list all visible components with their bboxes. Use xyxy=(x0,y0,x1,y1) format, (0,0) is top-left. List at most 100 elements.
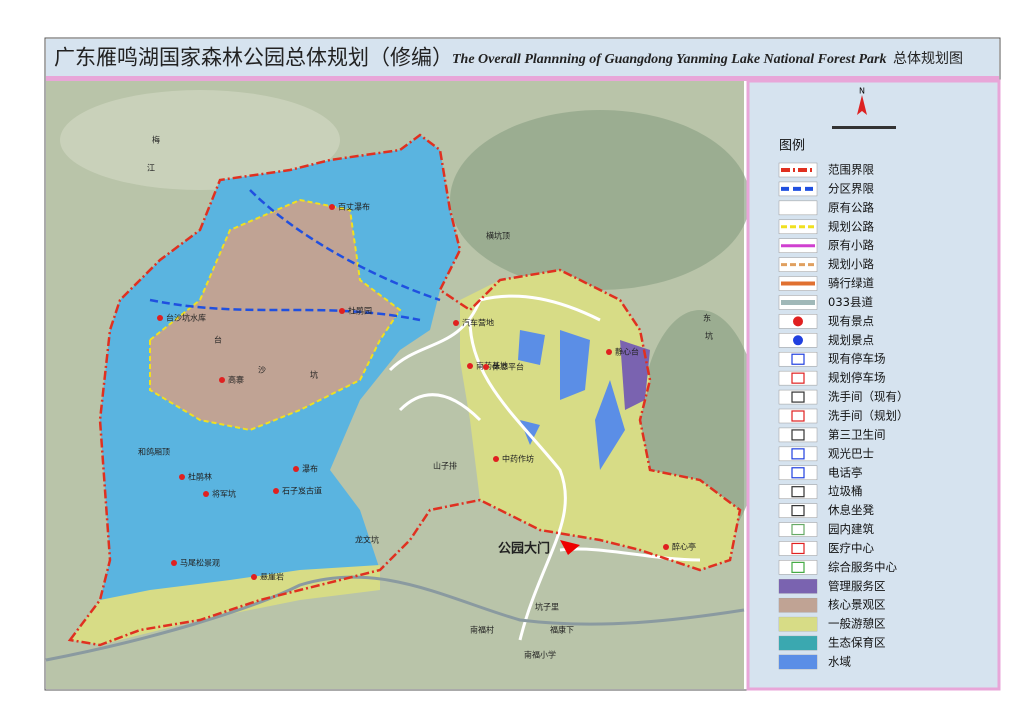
map-poi xyxy=(453,320,459,326)
map-poi xyxy=(179,474,185,480)
map-label: 杜鹃园 xyxy=(348,306,372,316)
legend-icon xyxy=(791,372,805,384)
legend-dot xyxy=(793,316,803,327)
legend-icon xyxy=(791,353,805,365)
map-label: 静心台 xyxy=(615,347,639,357)
map-label: 杜鹃林 xyxy=(188,472,212,482)
legend-swatch-bg xyxy=(778,219,818,235)
water xyxy=(518,330,625,470)
map-label: 坑子里 xyxy=(535,602,559,612)
legend-swatch-bg xyxy=(778,257,818,272)
compass xyxy=(857,95,867,115)
map-label: 公园大门 xyxy=(498,541,550,557)
map-label: 福康下 xyxy=(550,625,574,635)
map-label: 高寨 xyxy=(228,375,244,385)
legend-label: 水域 xyxy=(828,655,851,669)
map-label: 将军坑 xyxy=(212,489,236,499)
map-poi xyxy=(251,574,257,580)
legend-label: 核心景观区 xyxy=(828,598,886,612)
legend-label: 洗手间（现有） xyxy=(828,390,909,404)
legend-label: 规划景点 xyxy=(828,333,874,347)
map-label: 和鸽厢顶 xyxy=(138,447,170,457)
compass-n: N xyxy=(859,87,865,96)
legend-label: 规划小路 xyxy=(828,257,874,271)
map-poi xyxy=(171,560,177,566)
scale-bar xyxy=(832,126,896,129)
map-label: 南福小学 xyxy=(524,650,556,660)
map-label: 中药作坊 xyxy=(502,454,534,464)
map-label: 山子排 xyxy=(433,461,457,471)
core-zone xyxy=(149,198,402,432)
legend-title: 图例 xyxy=(779,139,805,154)
title-stripe xyxy=(46,76,999,81)
map-label: 百丈瀑布 xyxy=(338,202,370,212)
legend-fill xyxy=(779,655,817,669)
map-poi xyxy=(606,349,612,355)
legend-label: 休息坐凳 xyxy=(828,503,874,517)
legend-icon xyxy=(791,429,805,441)
legend-label: 原有公路 xyxy=(828,200,874,214)
map-label: 坑 xyxy=(310,370,318,380)
gate-arrow xyxy=(560,540,580,555)
legend-label: 现有停车场 xyxy=(828,352,886,366)
legend-label: 园内建筑 xyxy=(828,522,874,536)
legend-icon xyxy=(791,467,805,479)
map-poi xyxy=(483,364,489,370)
legend-label: 分区界限 xyxy=(828,181,874,195)
terrain-hill xyxy=(450,110,750,290)
park-boundary xyxy=(67,133,742,647)
map-label: 汽车营地 xyxy=(462,318,494,328)
legend-fill xyxy=(779,617,817,632)
map-poi xyxy=(329,204,335,210)
map-label: 悬崖岩 xyxy=(260,572,284,582)
map-label: 马尾松景观 xyxy=(180,558,220,568)
terrain-hill xyxy=(60,90,340,190)
map-poi xyxy=(663,544,669,550)
legend-label: 生态保育区 xyxy=(828,636,886,650)
legend-dot xyxy=(793,335,803,346)
map-name: 总体规划图 xyxy=(893,51,963,67)
map-poi xyxy=(157,315,163,321)
legend-label: 综合服务中心 xyxy=(828,560,897,574)
legend-fill xyxy=(779,636,817,651)
map-poi xyxy=(293,466,299,472)
map-label: 坑 xyxy=(705,331,713,341)
zone-boundary xyxy=(149,189,441,322)
legend-icon xyxy=(791,561,805,573)
map-label: 南福村 xyxy=(470,625,494,635)
map-label: 东 xyxy=(703,313,711,323)
map-label: 横坑顶 xyxy=(486,231,510,241)
legend-icon xyxy=(791,523,805,536)
map-poi xyxy=(273,488,279,494)
county-road xyxy=(45,575,745,662)
legend-icon xyxy=(791,410,805,422)
map-label: 梅 xyxy=(152,135,160,145)
map-label: 龙文坑 xyxy=(355,535,379,545)
title-cn: 广东雁鸣湖国家森林公园总体规划（修编） xyxy=(54,46,453,70)
map-poi xyxy=(219,377,225,383)
legend-icon xyxy=(791,486,805,498)
legend-label: 垃圾桶 xyxy=(828,484,863,498)
legend-label: 原有小路 xyxy=(828,238,874,252)
map-poi xyxy=(467,363,473,369)
legend-label: 观光巴士 xyxy=(828,446,874,460)
legend-label: 管理服务区 xyxy=(828,579,886,593)
map-label: 台 xyxy=(214,335,222,345)
legend-label: 规划公路 xyxy=(828,219,874,233)
map-label: 休息平台 xyxy=(492,362,524,372)
map-label: 南药基地 xyxy=(476,361,508,371)
legend-label: 骑行绿道 xyxy=(828,276,874,290)
legend-label: 第三卫生间 xyxy=(828,427,886,441)
legend-icon xyxy=(791,391,805,403)
legend-label: 范围界限 xyxy=(828,163,874,177)
legend-label: 医疗中心 xyxy=(828,541,874,555)
legend-icon xyxy=(791,448,805,460)
title-en: The Overall Plannning of Guangdong Yanmi… xyxy=(452,52,886,67)
map-poi xyxy=(339,308,345,314)
map-label: 石子岌古道 xyxy=(282,486,322,496)
legend-label: 033县道 xyxy=(828,295,873,309)
map-poi xyxy=(493,456,499,462)
map-label: 台沙坑水库 xyxy=(166,313,206,323)
map-label: 沙 xyxy=(258,366,266,375)
